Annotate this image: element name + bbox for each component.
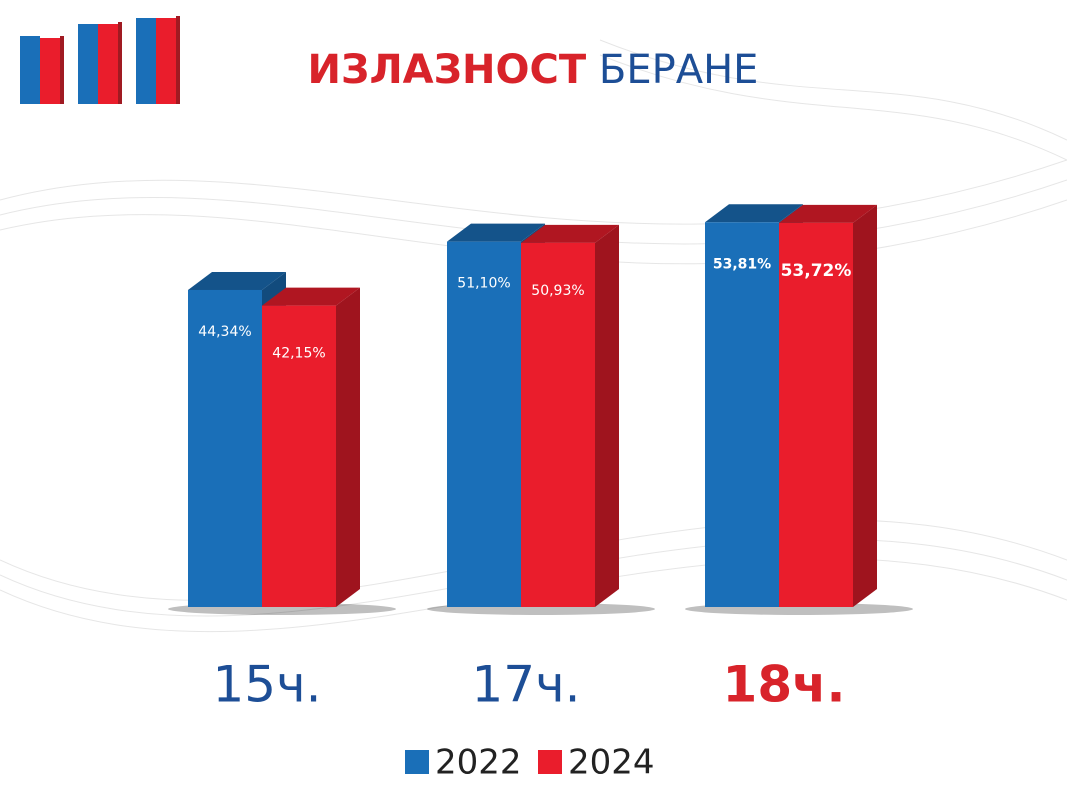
value-label: 42,15% bbox=[272, 346, 325, 362]
bar-front bbox=[779, 222, 853, 608]
legend-swatch bbox=[538, 750, 562, 774]
legend-swatch bbox=[405, 750, 429, 774]
title-regular: БЕРАНЕ bbox=[599, 47, 759, 93]
value-label: 50,93% bbox=[531, 283, 584, 299]
value-label: 51,10% bbox=[457, 276, 510, 292]
value-label: 53,72% bbox=[781, 261, 852, 281]
bar-side bbox=[853, 204, 877, 608]
chart-title: ИЗЛАЗНОСТ БЕРАНЕ bbox=[308, 47, 759, 93]
x-tick-label: 17ч. bbox=[471, 656, 580, 714]
bar-top bbox=[447, 223, 545, 242]
value-label: 53,81% bbox=[713, 256, 771, 272]
bar-side bbox=[595, 224, 619, 607]
bar-top bbox=[521, 224, 619, 243]
bar bbox=[262, 287, 360, 607]
bar-front bbox=[262, 305, 336, 607]
legend-label: 2024 bbox=[568, 743, 655, 783]
title-bold: ИЗЛАЗНОСТ bbox=[308, 47, 587, 93]
legend-label: 2022 bbox=[435, 743, 522, 783]
bar-front bbox=[188, 289, 262, 607]
bar-front bbox=[705, 222, 779, 608]
x-tick-label: 18ч. bbox=[723, 656, 846, 714]
x-tick-label: 15ч. bbox=[212, 656, 321, 714]
bar bbox=[779, 204, 877, 608]
value-label: 44,34% bbox=[198, 324, 251, 340]
bar-front bbox=[521, 242, 595, 607]
bar-side bbox=[336, 287, 360, 607]
bar-top bbox=[779, 204, 877, 223]
bar-top bbox=[188, 271, 286, 290]
bar bbox=[521, 224, 619, 607]
bar-top bbox=[262, 287, 360, 306]
bar-front bbox=[447, 241, 521, 607]
bar-top bbox=[705, 204, 803, 223]
thumbnail-icon bbox=[20, 16, 180, 104]
